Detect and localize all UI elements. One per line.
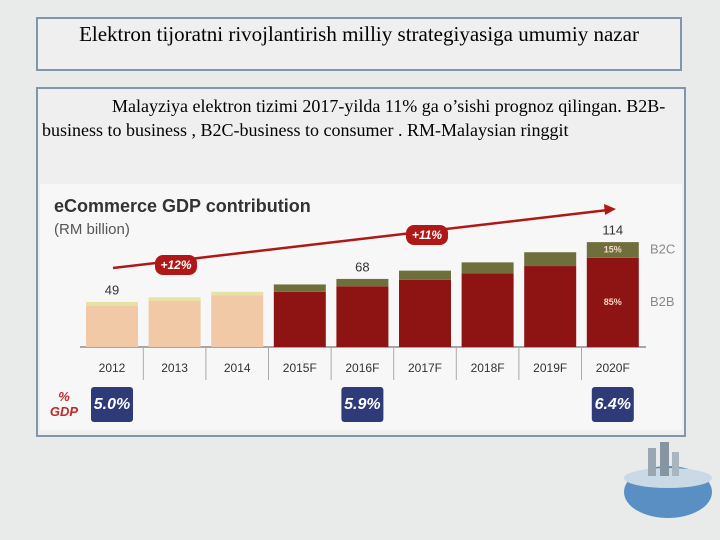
x-tick-label: 2012 [99, 361, 126, 375]
bar-segment [211, 291, 264, 296]
growth-label: +11% [412, 228, 442, 242]
share-label: 15% [604, 244, 622, 254]
x-tick-label: 2020F [596, 361, 630, 375]
growth-box [406, 225, 448, 245]
chart-title: eCommerce GDP contribution [54, 196, 311, 216]
bar-segment [461, 262, 514, 274]
bar-segment [586, 257, 639, 347]
growth-label: +12% [160, 258, 191, 272]
growth-line [112, 208, 609, 270]
share-label: 85% [604, 297, 622, 307]
x-tick-label: 2014 [224, 361, 251, 375]
legend-label: B2C [650, 241, 675, 256]
bar-segment [461, 273, 514, 347]
bar-segment [399, 279, 451, 347]
x-tick-label: 2017F [408, 361, 442, 375]
bar-segment [211, 295, 264, 347]
x-tick-label: 2018F [471, 361, 505, 375]
bar-segment [524, 266, 577, 347]
gdp-label-line: GDP [50, 404, 79, 419]
bar-segment [86, 301, 138, 306]
bar-segment [273, 284, 326, 292]
bar-segment [586, 242, 639, 258]
gdp-box [91, 387, 133, 422]
globe [624, 442, 712, 518]
x-tick-label: 2015F [283, 361, 317, 375]
gdp-label: % GDP [50, 389, 79, 419]
x-tick-label: 2013 [161, 361, 188, 375]
gdp-share: 6.4% [595, 396, 631, 413]
bar-segment [148, 301, 201, 347]
total-label: 49 [105, 282, 119, 297]
x-tick-label: 2016F [345, 361, 379, 375]
bar-segment [399, 270, 451, 280]
total-label: 114 [602, 223, 623, 238]
slide-title: Elektron tijoratni rivojlantirish milliy… [36, 17, 682, 71]
gdp-box [341, 387, 384, 422]
chart-subtitle: (RM billion) [54, 221, 130, 238]
bar-segment [336, 278, 389, 287]
bar-segment [148, 297, 201, 301]
bar-segment [273, 291, 326, 347]
gdp-share: 5.9% [344, 396, 380, 413]
body-text: Malayziya elektron tizimi 2017-yilda 11%… [42, 96, 666, 140]
growth-arrow [604, 204, 616, 215]
gdp-label-line: % [58, 389, 70, 404]
x-tick-label: 2019F [533, 361, 567, 375]
legend-label: B2B [650, 294, 675, 309]
bar-segment [86, 305, 138, 347]
growth-box [155, 255, 197, 275]
bar-segment [524, 252, 577, 267]
gdp-share: 5.0% [94, 396, 130, 413]
total-label: 68 [355, 259, 369, 274]
bar-segment [336, 286, 389, 347]
gdp-box [591, 387, 634, 422]
